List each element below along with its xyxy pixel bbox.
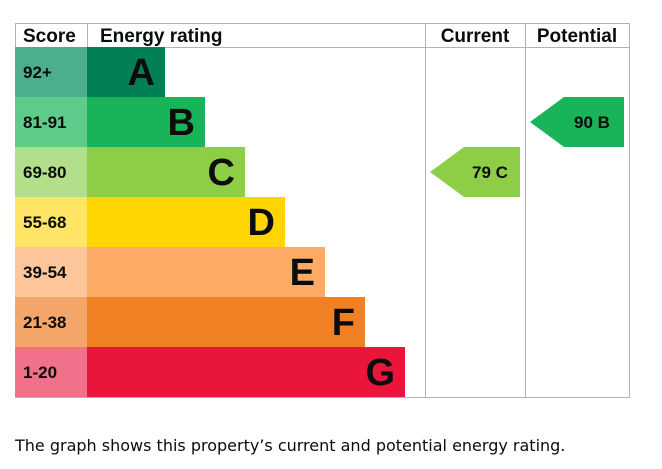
band-letter: F: [332, 302, 355, 344]
current-rating-arrow: 79 C: [430, 147, 520, 197]
rating-bands: 92+ A 81-91 B 69-80 C 55-68 D 39-54 E 21-38 F 1-20 G: [15, 47, 405, 397]
band-score-label: 92+: [23, 63, 52, 82]
band-letter: E: [290, 252, 315, 294]
band-bar: [87, 147, 245, 197]
band-bar: [87, 297, 365, 347]
band-bar: [87, 247, 325, 297]
score-header: Score: [23, 26, 76, 47]
band-letter: D: [248, 202, 275, 244]
band-b: 81-91 B: [15, 97, 205, 147]
band-score-label: 69-80: [23, 163, 66, 182]
band-bar: [87, 197, 285, 247]
band-letter: C: [208, 152, 235, 194]
energy-rating-chart: Score Energy rating Current Potential 92+ A8…: [15, 23, 630, 398]
band-g: 1-20 G: [15, 347, 405, 397]
band-bar: [87, 97, 205, 147]
band-a: 92+ A: [15, 47, 165, 97]
band-letter: G: [365, 352, 395, 394]
band-score-cell: [15, 347, 87, 397]
band-letter: B: [168, 102, 195, 144]
potential-header: Potential: [537, 26, 617, 47]
band-letter: A: [128, 52, 155, 94]
band-c: 69-80 C: [15, 147, 245, 197]
current-arrow-shape: [430, 147, 520, 197]
potential-rating-arrow: 90 B: [530, 97, 624, 147]
band-d: 55-68 D: [15, 197, 285, 247]
band-score-label: 55-68: [23, 213, 66, 232]
band-f: 21-38 F: [15, 297, 365, 347]
energy-rating-header: Energy rating: [100, 26, 222, 47]
band-score-cell: [15, 47, 87, 97]
band-score-label: 81-91: [23, 113, 66, 132]
current-arrow-label: 79 C: [472, 163, 508, 182]
current-header: Current: [441, 26, 510, 47]
band-score-cell: [15, 247, 87, 297]
band-bar: [87, 47, 165, 97]
band-e: 39-54 E: [15, 247, 325, 297]
band-score-label: 1-20: [23, 363, 57, 382]
band-score-cell: [15, 97, 87, 147]
band-score-label: 39-54: [23, 263, 67, 282]
chart-caption: The graph shows this property’s current …: [15, 436, 566, 455]
band-bar: [87, 347, 405, 397]
band-score-cell: [15, 197, 87, 247]
potential-arrow-label: 90 B: [574, 113, 610, 132]
potential-arrow-shape: [530, 97, 624, 147]
band-score-cell: [15, 147, 87, 197]
rating-arrows: 79 C 90 B: [430, 97, 624, 197]
band-score-label: 21-38: [23, 313, 66, 332]
band-score-cell: [15, 297, 87, 347]
chart-headers: Score Energy rating Current Potential: [23, 26, 617, 47]
